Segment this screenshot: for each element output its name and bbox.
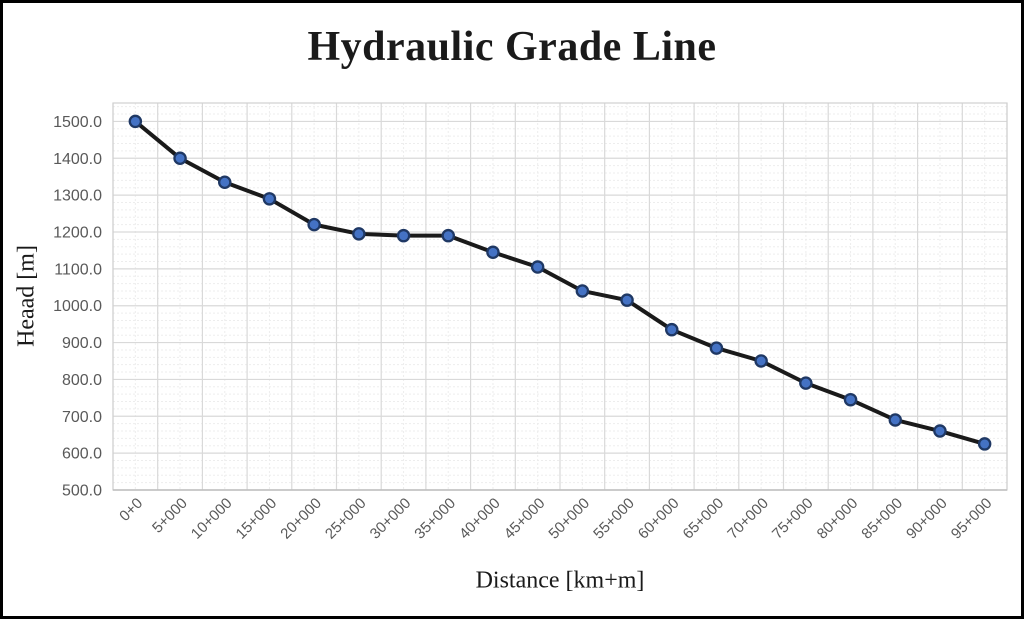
x-tick-label: 95+000: [948, 495, 996, 543]
data-point-marker: [441, 228, 455, 243]
minor-gridlines: [113, 103, 1007, 490]
hgl-line: [133, 119, 987, 446]
x-tick-label: 65+000: [680, 495, 728, 543]
y-tick-label: 1000.0: [53, 298, 102, 315]
x-tick-label: 20+000: [277, 495, 325, 543]
x-tick-label: 75+000: [769, 495, 817, 543]
data-point-marker: [217, 175, 232, 189]
x-tick-label: 90+000: [903, 495, 951, 543]
y-tick-label: 1400.0: [53, 151, 102, 168]
data-point-marker: [620, 293, 634, 307]
y-tick-label: 800.0: [62, 372, 102, 389]
x-tick-label: 5+000: [149, 495, 191, 537]
y-tick-label: 500.0: [62, 483, 102, 500]
data-point-marker: [754, 354, 768, 368]
series-line: [128, 114, 992, 451]
y-tick-label: 700.0: [62, 409, 102, 426]
data-point-marker: [173, 151, 187, 166]
x-tick-label: 55+000: [590, 495, 638, 543]
data-point-marker: [262, 192, 277, 206]
x-tick-label: 15+000: [233, 495, 281, 543]
data-point-marker: [396, 228, 411, 243]
x-tick-label: 25+000: [322, 495, 370, 543]
data-point-marker: [575, 284, 590, 298]
x-tick-label: 30+000: [367, 495, 415, 543]
x-tick-label: 85+000: [858, 495, 906, 543]
x-tick-label: 45+000: [501, 495, 549, 543]
x-tick-label: 0+0: [116, 495, 146, 525]
data-point-marker: [530, 260, 545, 274]
x-tick-label: 40+000: [456, 495, 504, 543]
y-axis-title: Heaad [m]: [13, 245, 40, 347]
x-tick-label: 35+000: [411, 495, 459, 543]
x-axis-title: Distance [km+m]: [475, 567, 645, 594]
data-point-marker: [933, 424, 947, 438]
data-point-marker: [977, 437, 992, 451]
data-point-marker: [307, 217, 321, 232]
y-tick-label: 1500.0: [53, 114, 102, 131]
x-tick-label: 50+000: [545, 495, 593, 543]
y-tick-label: 1200.0: [53, 225, 102, 242]
chart-title: Hydraulic Grade Line: [307, 24, 717, 70]
y-tick-label: 900.0: [62, 335, 102, 352]
y-tick-label: 600.0: [62, 446, 102, 463]
x-tick-label: 10+000: [188, 495, 236, 543]
data-point-marker: [128, 114, 143, 129]
data-point-marker: [799, 376, 813, 390]
major-gridlines: [112, 103, 1008, 491]
data-point-marker: [888, 413, 903, 427]
axes: [112, 102, 1008, 491]
data-point-marker: [843, 392, 858, 407]
x-tick-label: 70+000: [724, 495, 772, 543]
data-point-marker: [709, 341, 724, 355]
plot-area: 1500.0 1400.0 1300.0 1200.0 1100.0 1000.0 900.…: [53, 102, 1008, 543]
x-tick-label: 60+000: [635, 495, 683, 543]
x-tick-label: 80+000: [814, 495, 862, 543]
data-point-marker: [352, 227, 366, 241]
data-point-marker: [665, 322, 679, 337]
y-tick-label: 1100.0: [54, 261, 102, 278]
data-point-marker: [486, 245, 500, 260]
y-tick-label: 1300.0: [53, 188, 102, 205]
